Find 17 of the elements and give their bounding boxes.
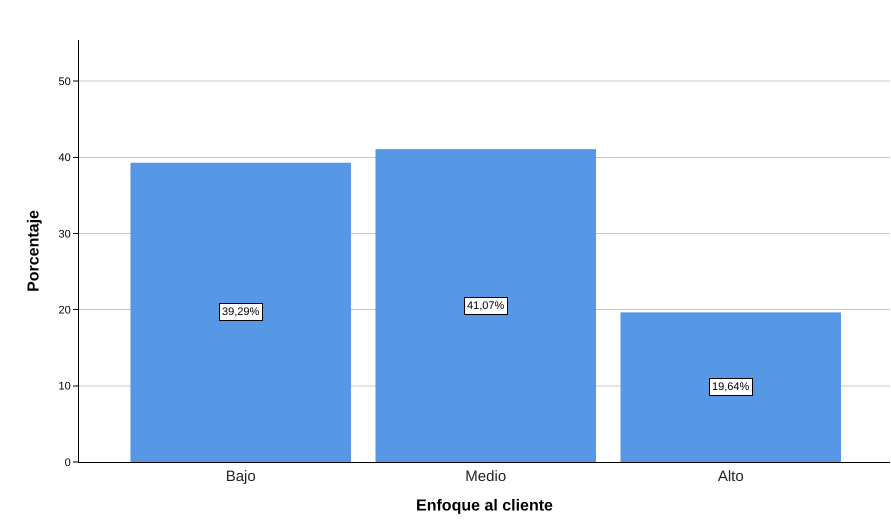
data-label: 41,07% [467,300,505,312]
y-tick-label: 0 [64,456,71,469]
y-tick-label: 30 [58,228,71,240]
bar [375,149,596,462]
x-tick-label: Medio [465,468,506,485]
bar [130,162,351,462]
data-label: 39,29% [222,306,260,318]
y-axis-title: Porcentaje [25,210,42,292]
bar [620,312,841,462]
y-tick-label: 40 [58,152,71,164]
y-tick-label: 10 [58,380,71,393]
x-tick-label: Bajo [226,468,256,485]
x-axis-title: Enfoque al cliente [416,498,554,515]
data-label: 19,64% [712,381,750,393]
y-tick-label: 50 [58,76,71,88]
x-tick-label: Alto [718,468,744,485]
y-tick-label: 20 [58,304,71,316]
